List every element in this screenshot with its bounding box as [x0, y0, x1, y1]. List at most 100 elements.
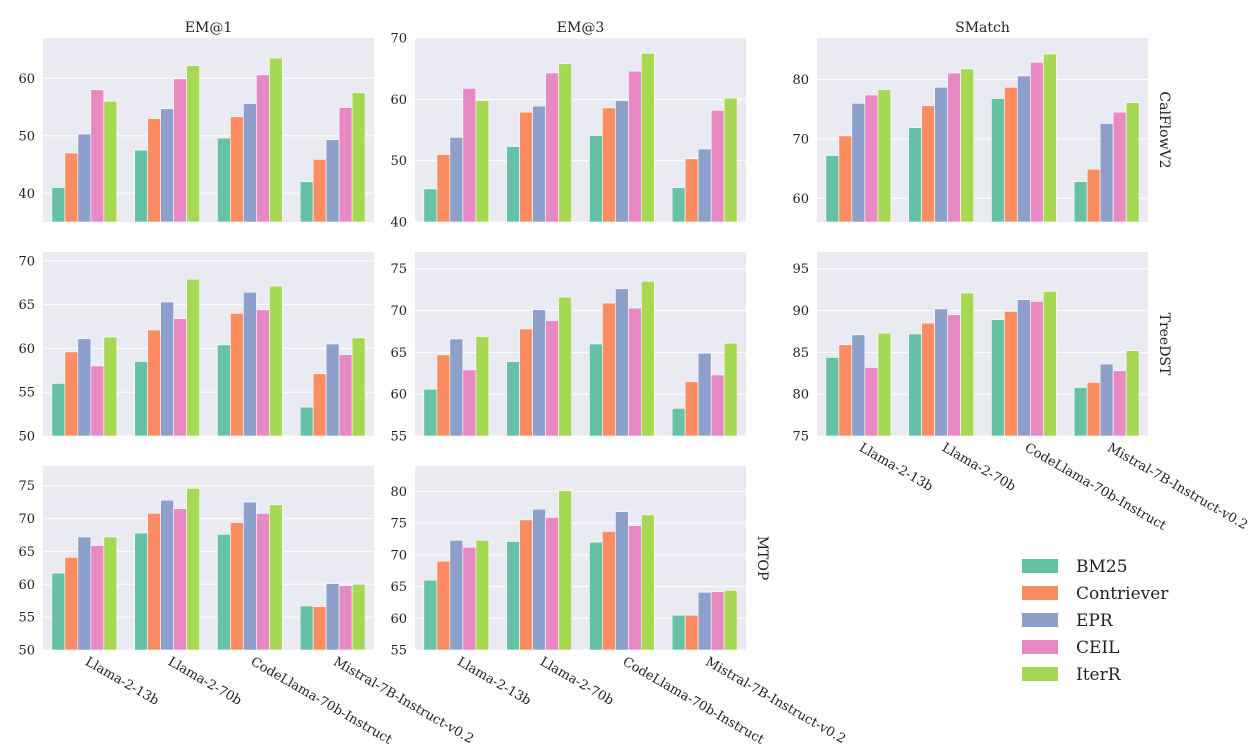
bar-epr-2 — [1017, 75, 1031, 223]
column-title: EM@1 — [185, 20, 232, 36]
bar-bm25-2 — [589, 541, 603, 651]
bar-iterr-3 — [351, 92, 366, 223]
y-tick-label: 60 — [390, 93, 407, 108]
bar-ceil-1 — [947, 314, 961, 437]
bar-epr-0 — [449, 338, 464, 437]
bar-contriever-3 — [312, 159, 327, 223]
column-title: EM@3 — [557, 20, 604, 36]
bar-epr-1 — [934, 308, 948, 437]
bar-iterr-0 — [103, 336, 118, 437]
bar-contriever-2 — [602, 531, 616, 651]
bar-contriever-1 — [147, 513, 161, 651]
bar-contriever-1 — [519, 111, 533, 223]
bar-bm25-3 — [1073, 181, 1088, 223]
y-tick-label: 70 — [18, 254, 35, 269]
bar-epr-1 — [532, 508, 546, 651]
bar-iterr-1 — [558, 490, 572, 651]
bar-bm25-1 — [134, 532, 148, 651]
panel-MTOP-EM@3: 55 60 65 70 75 80 Llama-2-13b Llama-2-70b CodeLl… — [390, 466, 848, 747]
bar-bm25-3 — [671, 187, 686, 223]
bar-ceil-1 — [545, 320, 559, 437]
bar-iterr-2 — [1043, 291, 1057, 437]
y-tick-label: 70 — [18, 512, 35, 527]
y-tick-label: 60 — [792, 192, 809, 207]
bar-bm25-0 — [51, 572, 66, 651]
bar-iterr-0 — [475, 539, 490, 651]
bar-ceil-1 — [545, 517, 559, 651]
bar-contriever-3 — [1086, 382, 1101, 437]
bar-epr-0 — [449, 137, 464, 223]
bar-iterr-3 — [1125, 350, 1140, 437]
bar-ceil-2 — [256, 309, 270, 437]
bar-contriever-0 — [838, 344, 853, 437]
bar-ceil-2 — [628, 307, 642, 437]
bar-ceil-2 — [256, 513, 270, 651]
x-category-label: CodeLlama-70b-Instruct — [248, 654, 395, 747]
x-category-label: CodeLlama-70b-Instruct — [620, 654, 767, 747]
bar-bm25-3 — [299, 406, 314, 437]
bar-ceil-2 — [1030, 301, 1044, 437]
bar-bm25-1 — [506, 146, 520, 223]
bar-epr-2 — [615, 511, 629, 651]
bar-epr-1 — [532, 105, 546, 223]
y-tick-label: 70 — [390, 548, 407, 563]
bar-bm25-2 — [589, 343, 603, 437]
bar-contriever-3 — [684, 158, 699, 223]
bar-ceil-0 — [462, 369, 477, 437]
bar-contriever-0 — [64, 152, 79, 223]
bar-ceil-0 — [864, 367, 879, 437]
bar-iterr-3 — [351, 337, 366, 437]
x-category-label: Llama-2-13b — [454, 654, 533, 708]
bar-epr-2 — [243, 501, 257, 651]
bar-bm25-1 — [134, 149, 148, 223]
bar-epr-3 — [697, 352, 712, 437]
bar-contriever-1 — [147, 329, 161, 437]
bar-bm25-3 — [299, 181, 314, 223]
bar-epr-3 — [325, 583, 340, 651]
bar-iterr-3 — [351, 583, 366, 651]
y-tick-label: 60 — [390, 388, 407, 403]
bar-bm25-2 — [991, 98, 1005, 223]
bar-bm25-0 — [825, 155, 840, 223]
y-tick-label: 70 — [792, 132, 809, 147]
legend-label: EPR — [1076, 611, 1114, 631]
bar-iterr-1 — [558, 63, 572, 223]
bar-contriever-0 — [838, 135, 853, 223]
x-category-label: CodeLlama-70b-Instruct — [1022, 440, 1169, 534]
bar-epr-3 — [325, 343, 340, 437]
bar-contriever-0 — [64, 557, 79, 651]
legend-swatch — [1022, 586, 1058, 600]
bar-ceil-3 — [1112, 111, 1127, 223]
bar-iterr-3 — [723, 342, 738, 437]
bar-ceil-3 — [710, 110, 725, 223]
bar-bm25-0 — [423, 188, 438, 223]
bar-epr-3 — [697, 591, 712, 651]
bar-contriever-0 — [436, 154, 451, 223]
bar-ceil-2 — [1030, 62, 1044, 223]
bar-epr-3 — [697, 148, 712, 223]
bar-epr-3 — [1099, 363, 1114, 437]
y-tick-label: 40 — [18, 187, 35, 202]
row-label: TreeDST — [1156, 313, 1172, 376]
bar-ceil-1 — [545, 72, 559, 223]
bar-iterr-0 — [103, 536, 118, 651]
bar-contriever-2 — [230, 116, 244, 223]
bar-iterr-1 — [186, 488, 200, 651]
bar-ceil-3 — [710, 591, 725, 651]
bar-iterr-1 — [186, 65, 200, 223]
y-tick-label: 50 — [18, 430, 35, 445]
y-tick-label: 60 — [390, 612, 407, 627]
bar-epr-2 — [243, 292, 257, 437]
bar-iterr-1 — [960, 68, 974, 223]
bar-bm25-2 — [991, 319, 1005, 437]
bar-iterr-1 — [186, 278, 200, 437]
x-category-label: Llama-2-70b — [537, 654, 616, 708]
y-tick-label: 75 — [18, 479, 35, 494]
legend-label: CEIL — [1076, 638, 1119, 658]
y-tick-label: 75 — [792, 430, 809, 445]
y-tick-label: 70 — [390, 304, 407, 319]
bar-bm25-2 — [217, 534, 231, 651]
bar-epr-1 — [934, 86, 948, 223]
y-tick-label: 60 — [18, 342, 35, 357]
bar-ceil-3 — [710, 374, 725, 437]
